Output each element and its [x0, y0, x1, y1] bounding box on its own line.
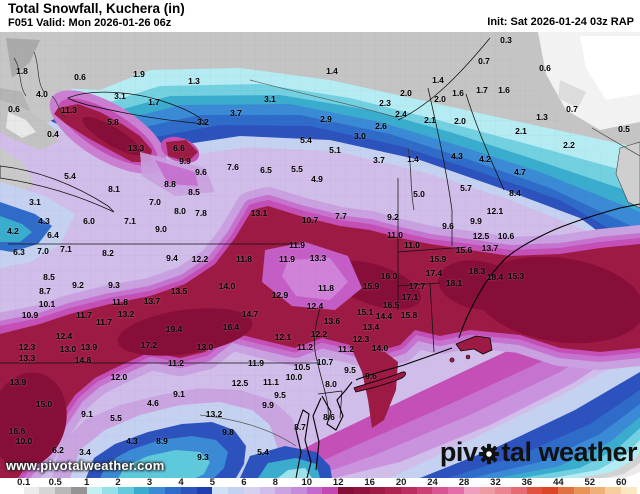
- colorbar-tick-labels: 0.1 0.5 1 2 3 4 5 6 8 10 12 16 20 24 28 32 36 44 52 60: [0, 477, 640, 488]
- colorbar-tick: 16: [364, 477, 375, 488]
- colorbar-segment: [573, 487, 590, 494]
- page-title: Total Snowfall, Kuchera (in): [8, 1, 185, 16]
- colorbar-tick: 20: [395, 477, 407, 488]
- colorbar-segment: [605, 487, 622, 494]
- colorbar-segment: [290, 487, 307, 494]
- colorbar-segment: [416, 487, 433, 494]
- colorbar-tick: 36: [521, 477, 533, 488]
- colorbar-segment: [212, 487, 229, 494]
- colorbar-segment: [149, 487, 166, 494]
- colorbar-segment: [306, 487, 323, 494]
- colorbar-segment: [542, 487, 559, 494]
- colorbar-segment: [621, 487, 637, 494]
- colorbar-segment: [86, 487, 103, 494]
- colorbar-segment: [275, 487, 291, 494]
- colorbar-tick: 24: [427, 477, 438, 488]
- colorbar-segment: [23, 487, 40, 494]
- colorbar-segment: [495, 487, 511, 494]
- colorbar-tick: 28: [458, 477, 470, 488]
- logo-text-left: piv: [439, 437, 478, 467]
- gear-icon: [479, 443, 500, 465]
- colorbar-tick: 52: [584, 477, 596, 488]
- colorbar-segment: [526, 487, 543, 494]
- colorbar-segment: [400, 487, 417, 494]
- colorbar-tick: 12: [332, 477, 344, 488]
- colorbar-segment: [165, 487, 181, 494]
- colorbar-segment: [70, 487, 87, 494]
- colorbar-tick: 10: [301, 477, 313, 488]
- colorbar-segment: [39, 487, 56, 494]
- colorbar-segment: [259, 487, 276, 494]
- colorbar-tick: 3: [146, 477, 153, 488]
- colorbar-segment: [102, 487, 119, 494]
- colorbar-scale: [8, 487, 637, 494]
- colorbar-tick: 44: [553, 477, 564, 488]
- colorbar-tick: 32: [490, 477, 501, 488]
- colorbar-tick: 0.5: [48, 477, 62, 488]
- valid-time-label: F051 Valid: Mon 2026-01-26 06z: [8, 17, 172, 29]
- colorbar-segment: [180, 487, 197, 494]
- colorbar-segment: [558, 487, 574, 494]
- colorbar-segment: [8, 487, 24, 494]
- init-time-label: Init: Sat 2026-01-24 03z RAP: [487, 16, 634, 28]
- colorbar-tick: 0.1: [17, 477, 31, 488]
- colorbar-segment: [463, 487, 480, 494]
- logo-text-right: tal weather: [501, 437, 637, 467]
- colorbar-tick: 4: [178, 477, 184, 488]
- colorbar-segment: [385, 487, 401, 494]
- colorbar-tick: 1: [83, 477, 90, 488]
- colorbar-segment: [196, 487, 213, 494]
- colorbar-tick: 6: [241, 477, 247, 488]
- colorbar-tick: 8: [272, 477, 278, 488]
- watermark-url: www.pivotalweather.com: [6, 458, 165, 473]
- colorbar-segment: [353, 487, 370, 494]
- colorbar-segment: [338, 487, 354, 494]
- colorbar-segment: [118, 487, 134, 494]
- colorbar-segment: [133, 487, 150, 494]
- snowfall-colorbar: 0.1 0.5 1 2 3 4 5 6 8 10 12 16 20 24 28 32 36 44 52 60: [0, 477, 640, 494]
- colorbar-tick: 5: [209, 477, 216, 488]
- colorbar-segment: [55, 487, 71, 494]
- colorbar-tick: 2: [115, 477, 121, 488]
- colorbar-segment: [228, 487, 244, 494]
- colorbar-segment: [432, 487, 449, 494]
- colorbar-segment: [322, 487, 339, 494]
- colorbar-segment: [511, 487, 527, 494]
- colorbar-tick: 60: [615, 477, 627, 488]
- colorbar-segment: [589, 487, 606, 494]
- colorbar-segment: [448, 487, 464, 494]
- colorbar-segment: [369, 487, 386, 494]
- pivotal-weather-logo: piv tal weather: [439, 437, 638, 468]
- colorbar-segment: [243, 487, 260, 494]
- colorbar-segment: [479, 487, 496, 494]
